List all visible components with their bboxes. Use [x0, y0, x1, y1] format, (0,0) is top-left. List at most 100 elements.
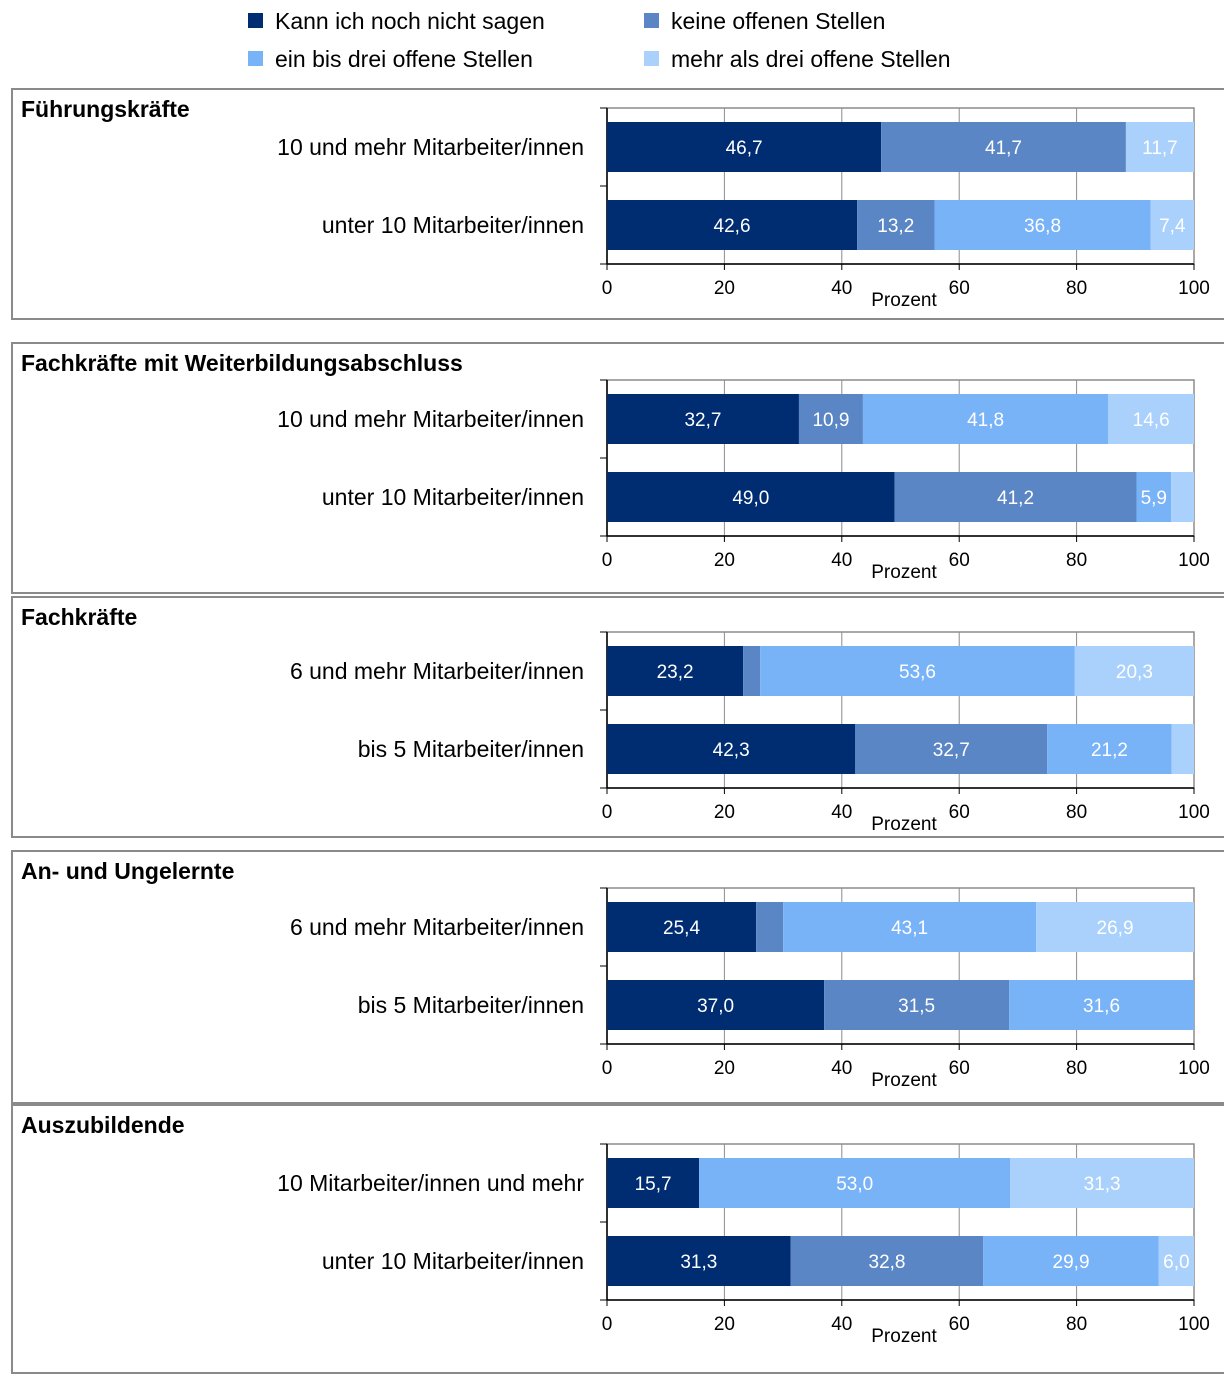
- category-label: unter 10 Mitarbeiter/innen: [322, 212, 584, 238]
- legend-label: Kann ich noch nicht sagen: [275, 8, 545, 34]
- bar-value-label: 49,0: [732, 488, 769, 509]
- bar-value-label: 14,6: [1133, 410, 1170, 431]
- bar-segment: [1047, 724, 1172, 774]
- bar-segment: [607, 1236, 791, 1286]
- chart-panel: Fachkräfte 0 20 40 60 80 100 Prozent 6 und mehr …: [11, 596, 1224, 838]
- x-tick-label: 80: [1066, 802, 1087, 823]
- legend-label: keine offenen Stellen: [671, 8, 886, 34]
- legend-item: Kann ich noch nicht sagen: [248, 7, 545, 35]
- x-tick-label: 0: [602, 802, 613, 823]
- x-tick-label: 100: [1178, 1314, 1210, 1335]
- bar-segment: [607, 122, 882, 172]
- x-axis-title: Prozent: [871, 1070, 937, 1091]
- bar-value-label: 21,2: [1091, 740, 1128, 761]
- bar-value-label: 32,8: [869, 1252, 906, 1273]
- x-tick-label: 40: [831, 550, 852, 571]
- x-axis-title: Prozent: [871, 562, 937, 583]
- chart-panel: Auszubildende 0 20 40 60 80 100 Prozent 10 Mitar…: [11, 1104, 1224, 1374]
- bar-segment: [756, 902, 784, 952]
- bar-value-label: 5,9: [1141, 488, 1167, 509]
- bar-segment: [1108, 394, 1194, 444]
- bar-segment: [894, 472, 1137, 522]
- bar-value-label: 23,2: [657, 662, 694, 683]
- bar-segment: [607, 1158, 700, 1208]
- bar-value-label: 26,9: [1097, 918, 1134, 939]
- bar-value-label: 13,2: [877, 216, 914, 237]
- bar-segment: [1150, 200, 1194, 250]
- x-tick-label: 20: [714, 550, 735, 571]
- legend-label: mehr als drei offene Stellen: [671, 46, 951, 72]
- category-label: 10 und mehr Mitarbeiter/innen: [277, 406, 584, 432]
- bar-segment: [1136, 472, 1172, 522]
- legend-item: ein bis drei offene Stellen: [248, 45, 533, 73]
- bar-segment: [824, 980, 1010, 1030]
- chart-legend: Kann ich noch nicht sagen keine offenen S…: [0, 0, 1224, 80]
- x-tick-label: 80: [1066, 1314, 1087, 1335]
- x-axis-title: Prozent: [871, 814, 937, 835]
- x-tick-label: 40: [831, 278, 852, 299]
- bar-segment: [1009, 980, 1194, 1030]
- panel-title: Fachkräfte: [21, 604, 138, 630]
- bar-value-label: 46,7: [726, 138, 763, 159]
- category-label: 10 und mehr Mitarbeiter/innen: [277, 134, 584, 160]
- category-label: unter 10 Mitarbeiter/innen: [322, 1248, 584, 1274]
- bar-segment: [607, 200, 858, 250]
- bar-value-label: 10,9: [812, 410, 849, 431]
- x-tick-label: 20: [714, 802, 735, 823]
- bar-value-label: 53,0: [836, 1174, 873, 1195]
- bar-segment: [1074, 646, 1194, 696]
- x-tick-label: 0: [602, 1314, 613, 1335]
- chart-panel: Fachkräfte mit Weiterbildungsabschluss 0 2…: [11, 342, 1224, 594]
- x-tick-label: 0: [602, 1058, 613, 1079]
- bar-value-label: 31,6: [1083, 996, 1120, 1017]
- bar-segment: [1010, 1158, 1194, 1208]
- legend-item: keine offenen Stellen: [644, 7, 885, 35]
- bar-segment: [1125, 122, 1194, 172]
- bar-segment: [934, 200, 1151, 250]
- bar-segment: [881, 122, 1126, 172]
- bar-value-label: 31,3: [680, 1252, 717, 1273]
- bar-segment: [790, 1236, 984, 1286]
- x-tick-label: 100: [1178, 1058, 1210, 1079]
- bar-value-label: 43,1: [891, 918, 928, 939]
- bar-segment: [855, 724, 1048, 774]
- bar-segment: [1036, 902, 1194, 952]
- bar-value-label: 32,7: [684, 410, 721, 431]
- panel-title: Fachkräfte mit Weiterbildungsabschluss: [21, 350, 463, 376]
- bar-segment: [857, 200, 935, 250]
- bar-value-label: 31,3: [1084, 1174, 1121, 1195]
- bar-segment: [607, 902, 757, 952]
- bar-segment: [862, 394, 1109, 444]
- category-label: 6 und mehr Mitarbeiter/innen: [290, 658, 584, 684]
- x-tick-label: 80: [1066, 278, 1087, 299]
- bar-segment: [1158, 1236, 1194, 1286]
- bar-segment: [607, 472, 895, 522]
- bar-value-label: 32,7: [933, 740, 970, 761]
- x-tick-label: 0: [602, 278, 613, 299]
- chart-panel: An- und Ungelernte 0 20 40 60 80 100 Prozent 6 u…: [11, 850, 1224, 1104]
- bar-value-label: 53,6: [899, 662, 936, 683]
- chart-panel: Führungskräfte 0 20 40 60 80 100 Prozent 10 und …: [11, 88, 1224, 320]
- bar-value-label: 41,2: [997, 488, 1034, 509]
- bar-segment: [743, 646, 761, 696]
- x-tick-label: 20: [714, 278, 735, 299]
- bar-value-label: 42,6: [714, 216, 751, 237]
- x-tick-label: 40: [831, 802, 852, 823]
- bar-segment: [783, 902, 1037, 952]
- category-label: bis 5 Mitarbeiter/innen: [358, 992, 584, 1018]
- stacked-bar-chart: 0 20 40 60 80 100 Prozent 10 und mehr Mitarbeit…: [277, 107, 1210, 311]
- bar-segment: [607, 646, 744, 696]
- x-tick-label: 100: [1178, 278, 1210, 299]
- bar-value-label: 29,9: [1053, 1252, 1090, 1273]
- legend-swatch: [248, 51, 263, 66]
- legend-swatch: [248, 13, 263, 28]
- panel-title: An- und Ungelernte: [21, 858, 235, 884]
- bar-value-label: 37,0: [697, 996, 734, 1017]
- panel-title: Auszubildende: [21, 1112, 185, 1138]
- x-tick-label: 80: [1066, 550, 1087, 571]
- x-axis-title: Prozent: [871, 290, 937, 311]
- x-tick-label: 60: [949, 550, 970, 571]
- x-tick-label: 60: [949, 1314, 970, 1335]
- legend-swatch: [644, 13, 659, 28]
- x-tick-label: 40: [831, 1058, 852, 1079]
